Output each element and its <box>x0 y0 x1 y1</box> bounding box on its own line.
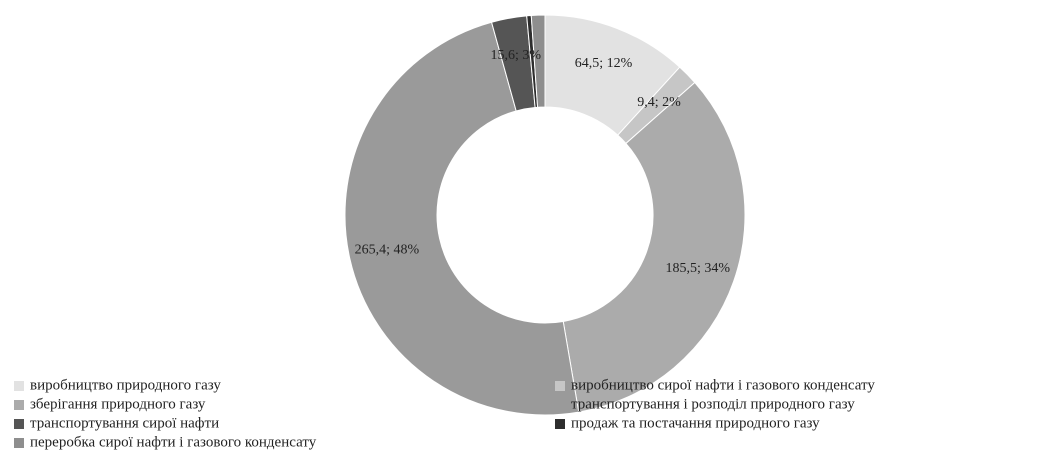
legend-label: переробка сирої нафти і газового конденс… <box>30 434 317 450</box>
legend-label: виробництво природного газу <box>30 377 221 393</box>
donut-slice <box>562 81 746 413</box>
data-label: 9,4; 2% <box>637 95 681 110</box>
data-label: 64,5; 12% <box>575 56 633 71</box>
legend-label: зберігання природного газу <box>30 396 206 412</box>
legend-swatch <box>14 400 24 410</box>
legend-swatch <box>14 419 24 429</box>
legend-label: виробництво сирої нафти і газового конде… <box>571 377 875 393</box>
data-label: 265,4; 48% <box>355 243 420 258</box>
data-label: 15,6; 3% <box>491 48 542 63</box>
donut-slice <box>530 14 546 108</box>
legend-swatch <box>555 381 565 391</box>
legend-swatch <box>14 381 24 391</box>
data-label: 185,5; 34% <box>666 261 731 276</box>
legend-label: продаж та постачання природного газу <box>571 415 820 431</box>
legend-label: транспортування сирої нафти <box>30 415 219 431</box>
legend-label: транспортування і розподіл природного га… <box>571 396 855 412</box>
legend-swatch <box>14 438 24 448</box>
legend-swatch <box>555 400 565 410</box>
donut-slice <box>344 21 580 416</box>
legend-swatch <box>555 419 565 429</box>
